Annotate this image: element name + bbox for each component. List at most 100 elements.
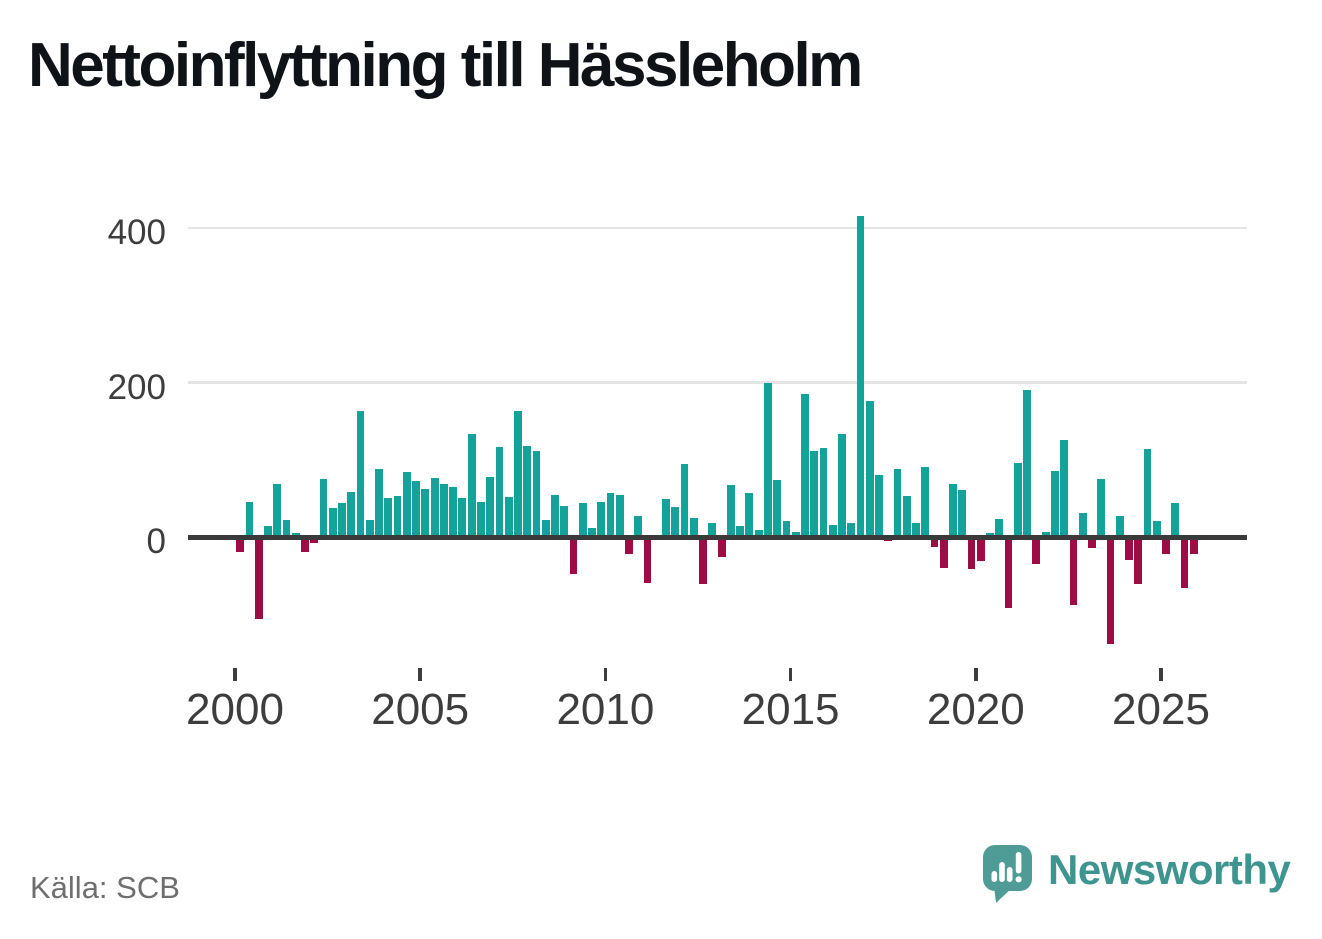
x-tick-2025 — [1159, 668, 1163, 681]
bar-2002-Q1 — [310, 537, 319, 544]
bar-2025-Q4 — [1189, 537, 1198, 555]
bar-2002-Q2 — [319, 478, 328, 538]
gridline-200 — [188, 381, 1247, 384]
bar-2022-Q1 — [1050, 470, 1059, 538]
bar-2014-Q4 — [782, 521, 791, 538]
bar-2023-Q3 — [1106, 537, 1115, 645]
bar-2007-Q3 — [514, 411, 522, 538]
bar-2005-Q2 — [430, 477, 439, 538]
bar-2021-Q1 — [1013, 463, 1022, 538]
bar-2020-Q1 — [976, 537, 985, 562]
bar-2005-Q4 — [449, 487, 458, 538]
bar-2018-Q3 — [921, 466, 930, 538]
bar-2013-Q1 — [717, 537, 726, 557]
bar-2006-Q4 — [486, 476, 495, 538]
bar-2000-Q3 — [254, 537, 263, 620]
bar-2011-Q3 — [662, 499, 670, 538]
bar-2015-Q3 — [810, 450, 819, 538]
bar-2009-Q2 — [578, 503, 587, 538]
bar-2020-Q3 — [995, 518, 1004, 538]
bar-2014-Q1 — [754, 529, 763, 538]
bar-2024-Q2 — [1134, 537, 1143, 585]
bar-2006-Q1 — [458, 497, 467, 538]
bar-2025-Q2 — [1171, 503, 1180, 538]
bar-2001-Q2 — [282, 519, 291, 538]
bar-2022-Q2 — [1060, 439, 1069, 538]
y-tick-label-0: 0 — [146, 522, 166, 562]
bar-2003-Q2 — [356, 411, 365, 538]
bar-2006-Q2 — [467, 434, 476, 538]
bar-2000-Q2 — [245, 502, 254, 538]
bar-2007-Q4 — [523, 446, 532, 538]
bar-2024-Q1 — [1125, 537, 1133, 560]
bar-2001-Q4 — [301, 537, 309, 552]
bar-2014-Q2 — [763, 382, 772, 538]
x-tick-label-2000: 2000 — [186, 685, 284, 734]
x-tick-label-2025: 2025 — [1112, 685, 1210, 734]
bar-2002-Q3 — [328, 507, 337, 538]
bar-2005-Q3 — [439, 483, 448, 538]
bar-2016-Q4 — [856, 216, 865, 538]
bar-2025-Q3 — [1180, 537, 1189, 589]
bar-2023-Q4 — [1115, 516, 1124, 538]
bar-2017-Q2 — [875, 475, 883, 538]
bar-2017-Q1 — [865, 401, 874, 538]
bar-2009-Q1 — [569, 537, 578, 575]
bar-2018-Q4 — [930, 537, 939, 547]
brand-lockup: Newsworthy — [983, 845, 1291, 904]
bar-2008-Q3 — [551, 494, 559, 538]
bar-2024-Q4 — [1152, 521, 1161, 538]
bar-2021-Q2 — [1023, 390, 1031, 538]
bar-2023-Q1 — [1088, 537, 1096, 549]
bar-2010-Q4 — [634, 515, 643, 538]
bar-2001-Q1 — [273, 483, 282, 538]
x-tick-2020 — [974, 668, 978, 681]
bar-2004-Q1 — [384, 497, 393, 538]
bar-2009-Q3 — [588, 528, 596, 538]
bar-2004-Q4 — [412, 480, 420, 538]
bar-2005-Q1 — [421, 488, 430, 538]
y-tick-label-400: 400 — [107, 212, 166, 252]
x-tick-2010 — [603, 668, 608, 681]
bar-2013-Q2 — [726, 484, 735, 538]
bar-2010-Q1 — [606, 493, 615, 538]
bar-2003-Q1 — [347, 492, 356, 538]
bar-2004-Q3 — [402, 472, 411, 538]
bar-2019-Q3 — [958, 490, 967, 538]
bar-2004-Q2 — [393, 496, 402, 538]
bar-2019-Q1 — [939, 537, 948, 569]
bar-2010-Q3 — [625, 537, 633, 555]
bar-2025-Q1 — [1162, 537, 1170, 555]
bar-2007-Q1 — [495, 446, 504, 538]
bar-2021-Q3 — [1032, 537, 1041, 565]
bar-2003-Q3 — [365, 519, 374, 538]
bar-2023-Q2 — [1097, 478, 1106, 538]
bar-2017-Q4 — [893, 469, 902, 538]
source-caption: Källa: SCB — [30, 870, 180, 905]
bar-2009-Q4 — [597, 502, 606, 538]
bar-2024-Q3 — [1143, 449, 1152, 538]
bar-2012-Q4 — [708, 523, 717, 538]
zero-baseline — [188, 535, 1247, 540]
bar-2000-Q1 — [236, 537, 245, 552]
bar-2013-Q3 — [736, 525, 745, 538]
bar-2012-Q3 — [699, 537, 707, 584]
newsworthy-logo-icon — [983, 845, 1032, 903]
bar-2016-Q3 — [847, 522, 856, 538]
bar-2015-Q1 — [791, 531, 800, 538]
bar-2003-Q4 — [375, 469, 383, 538]
bar-2011-Q1 — [643, 537, 652, 583]
bar-2008-Q1 — [532, 450, 541, 538]
bar-2006-Q3 — [477, 501, 485, 538]
bar-2007-Q2 — [504, 497, 513, 538]
bar-2012-Q1 — [680, 463, 689, 538]
x-tick-2015 — [788, 668, 793, 681]
bar-2016-Q1 — [828, 524, 837, 538]
y-tick-label-200: 200 — [107, 367, 166, 407]
bar-2020-Q4 — [1004, 537, 1013, 609]
bar-2022-Q4 — [1078, 513, 1087, 538]
bar-2018-Q2 — [912, 522, 920, 538]
bar-2022-Q3 — [1069, 537, 1078, 606]
bar-2019-Q4 — [967, 537, 976, 569]
